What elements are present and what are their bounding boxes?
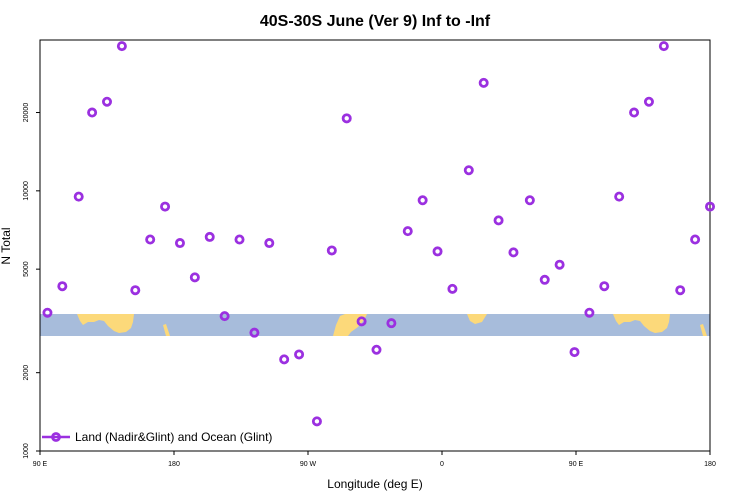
data-point (417, 195, 428, 206)
data-point (204, 231, 215, 242)
data-point (73, 191, 84, 202)
data-point (629, 107, 640, 118)
y-tick-label: 10000 (23, 181, 30, 201)
data-point (341, 113, 352, 124)
data-point (174, 238, 185, 249)
data-point (57, 281, 68, 292)
legend: Land (Nadir&Glint) and Ocean (Glint) (42, 430, 272, 444)
data-point (658, 41, 669, 52)
data-point (690, 234, 701, 245)
x-tick-label: 0 (440, 461, 444, 468)
x-tick-label: 90 E (569, 461, 584, 468)
data-point (102, 96, 113, 107)
data-point (116, 41, 127, 52)
data-point (42, 307, 53, 318)
data-point (569, 347, 580, 358)
data-point (87, 107, 98, 118)
data-point (311, 416, 322, 427)
data-point (189, 272, 200, 283)
y-tick-label: 1000 (23, 443, 30, 459)
data-point (402, 226, 413, 237)
data-point (675, 285, 686, 296)
data-point (539, 274, 550, 285)
data-point (463, 165, 474, 176)
data-point (145, 234, 156, 245)
land-africa (467, 314, 487, 324)
data-point (584, 307, 595, 318)
data-point (599, 281, 610, 292)
data-point (705, 201, 716, 212)
ocean-band (40, 314, 710, 336)
data-point (294, 349, 305, 360)
chart-title: 40S-30S June (Ver 9) Inf to -Inf (260, 13, 491, 30)
land-new-zealand (163, 324, 170, 336)
data-point (130, 285, 141, 296)
y-tick-label: 5000 (23, 261, 30, 277)
data-point (264, 238, 275, 249)
data-point (386, 318, 397, 329)
data-points (42, 41, 716, 427)
data-point (614, 191, 625, 202)
y-tick-label: 2000 (23, 365, 30, 381)
y-tick-label: 20000 (23, 103, 30, 123)
data-point (234, 234, 245, 245)
y-axis: 1000 2000 5000 10000 20000 (23, 103, 40, 459)
x-tick-label: 90 E (33, 461, 48, 468)
map-band (40, 314, 710, 336)
data-point (219, 311, 230, 322)
legend-label: Land (Nadir&Glint) and Ocean (Glint) (75, 430, 272, 444)
land-australia-right (613, 314, 670, 333)
land-australia-left (77, 314, 134, 333)
data-point (493, 215, 504, 226)
data-point (643, 96, 654, 107)
x-axis-label: Longitude (deg E) (327, 477, 422, 491)
data-point (508, 247, 519, 258)
data-point (160, 201, 171, 212)
x-axis: 90 E 180 90 W 0 90 E 180 (33, 451, 716, 468)
data-point (554, 259, 565, 270)
data-point (356, 316, 367, 327)
x-tick-label: 180 (168, 461, 180, 468)
legend-marker (51, 432, 61, 442)
x-tick-label: 180 (704, 461, 716, 468)
x-tick-label: 90 W (300, 461, 317, 468)
data-point (478, 77, 489, 88)
plot-frame (39, 39, 711, 452)
y-axis-label: N Total (0, 227, 13, 264)
data-point (279, 354, 290, 365)
data-point (524, 195, 535, 206)
data-point (249, 327, 260, 338)
data-point (326, 245, 337, 256)
data-point (432, 246, 443, 257)
land-new-zealand-right (700, 324, 707, 336)
data-point (447, 283, 458, 294)
data-point (371, 344, 382, 355)
